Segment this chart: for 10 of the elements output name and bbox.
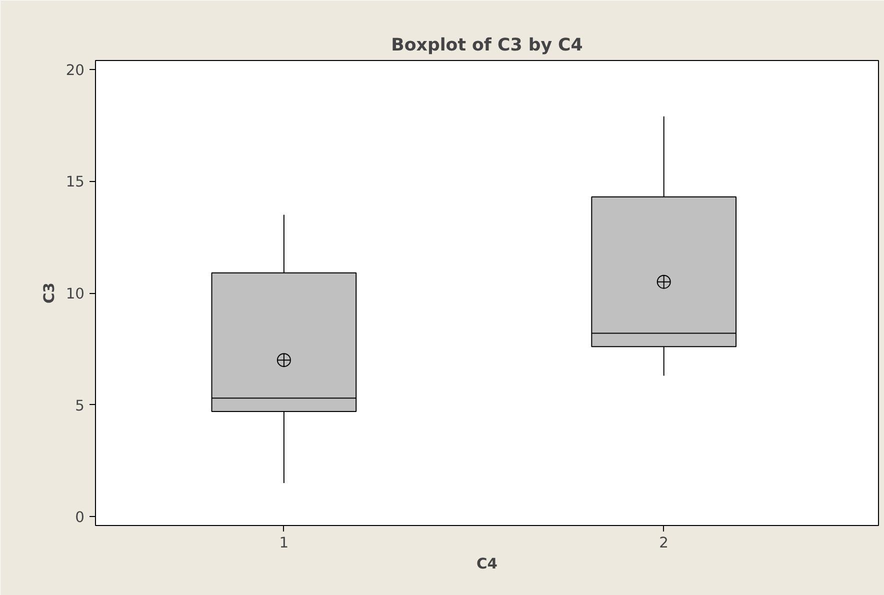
x-axis-title: C4	[476, 556, 498, 572]
y-axis-title: C3	[40, 282, 58, 304]
chart-title: Boxplot of C3 by C4	[391, 36, 583, 56]
y-tick-label: 0	[75, 509, 85, 526]
x-tick-label: 1	[279, 534, 289, 552]
x-tick-label: 2	[659, 534, 669, 552]
y-tick-label: 5	[75, 397, 85, 414]
y-tick-label: 15	[66, 174, 85, 191]
y-tick-label: 10	[66, 286, 85, 302]
y-tick-label: 20	[66, 62, 85, 79]
